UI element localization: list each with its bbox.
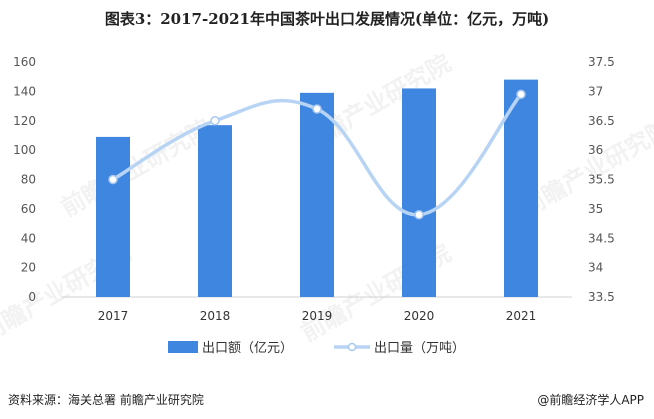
right-tick-label: 37.5: [588, 55, 615, 69]
line-series: [108, 89, 526, 220]
left-tick-label: 100: [13, 143, 36, 157]
legend-swatch-bar: [168, 341, 198, 353]
x-tick-label: 2018: [200, 309, 231, 323]
right-tick-label: 36: [588, 143, 603, 157]
right-tick-label: 36.5: [588, 114, 615, 128]
x-tick-label: 2019: [302, 309, 333, 323]
right-tick-label: 34.5: [588, 231, 615, 245]
left-tick-label: 80: [21, 173, 36, 187]
bar: [402, 88, 436, 297]
right-tick-label: 35: [588, 202, 603, 216]
right-tick-label: 33.5: [588, 290, 615, 304]
line-point: [516, 89, 526, 100]
left-tick-label: 160: [13, 55, 36, 69]
line-point: [312, 104, 322, 114]
left-tick-label: 60: [21, 202, 36, 216]
x-tick-label: 2017: [98, 309, 129, 323]
left-axis: 0 20 40 60 80 100 120 140 160: [13, 55, 36, 304]
legend: 出口额（亿元） 出口量（万吨）: [168, 341, 465, 356]
line-point: [108, 174, 118, 185]
x-tick-label: 2020: [404, 309, 435, 323]
chart-title: 图表3：2017-2021年中国茶叶出口发展情况(单位：亿元，万吨): [104, 10, 550, 28]
line-point: [210, 116, 220, 126]
legend-label-line: 出口量（万吨）: [374, 341, 465, 356]
left-tick-label: 120: [13, 114, 36, 128]
left-tick-label: 40: [21, 231, 36, 245]
legend-swatch-point: [347, 342, 357, 352]
right-tick-label: 35.5: [588, 173, 615, 187]
right-tick-label: 34: [588, 261, 603, 275]
bar: [96, 136, 130, 297]
legend-label-bar: 出口额（亿元）: [202, 341, 293, 356]
series-line: [112, 93, 523, 217]
x-axis-labels: 2017 2018 2019 2020 2021: [98, 309, 537, 323]
line-point: [414, 210, 424, 220]
bar: [504, 79, 538, 297]
source-note: 资料来源：海关总署 前瞻产业研究院: [8, 393, 204, 407]
left-tick-label: 0: [28, 290, 36, 304]
right-tick-label: 37: [588, 84, 603, 98]
bar: [198, 125, 232, 297]
bar-series: [96, 79, 538, 297]
bar: [300, 92, 334, 297]
left-tick-label: 140: [13, 84, 36, 98]
right-axis: 33.5 34 34.5 35 35.5 36 36.5 37 37.5: [588, 55, 615, 304]
left-tick-label: 20: [21, 261, 36, 275]
x-tick-label: 2021: [506, 309, 537, 323]
credit-note: @前瞻经济学人APP: [537, 393, 644, 407]
